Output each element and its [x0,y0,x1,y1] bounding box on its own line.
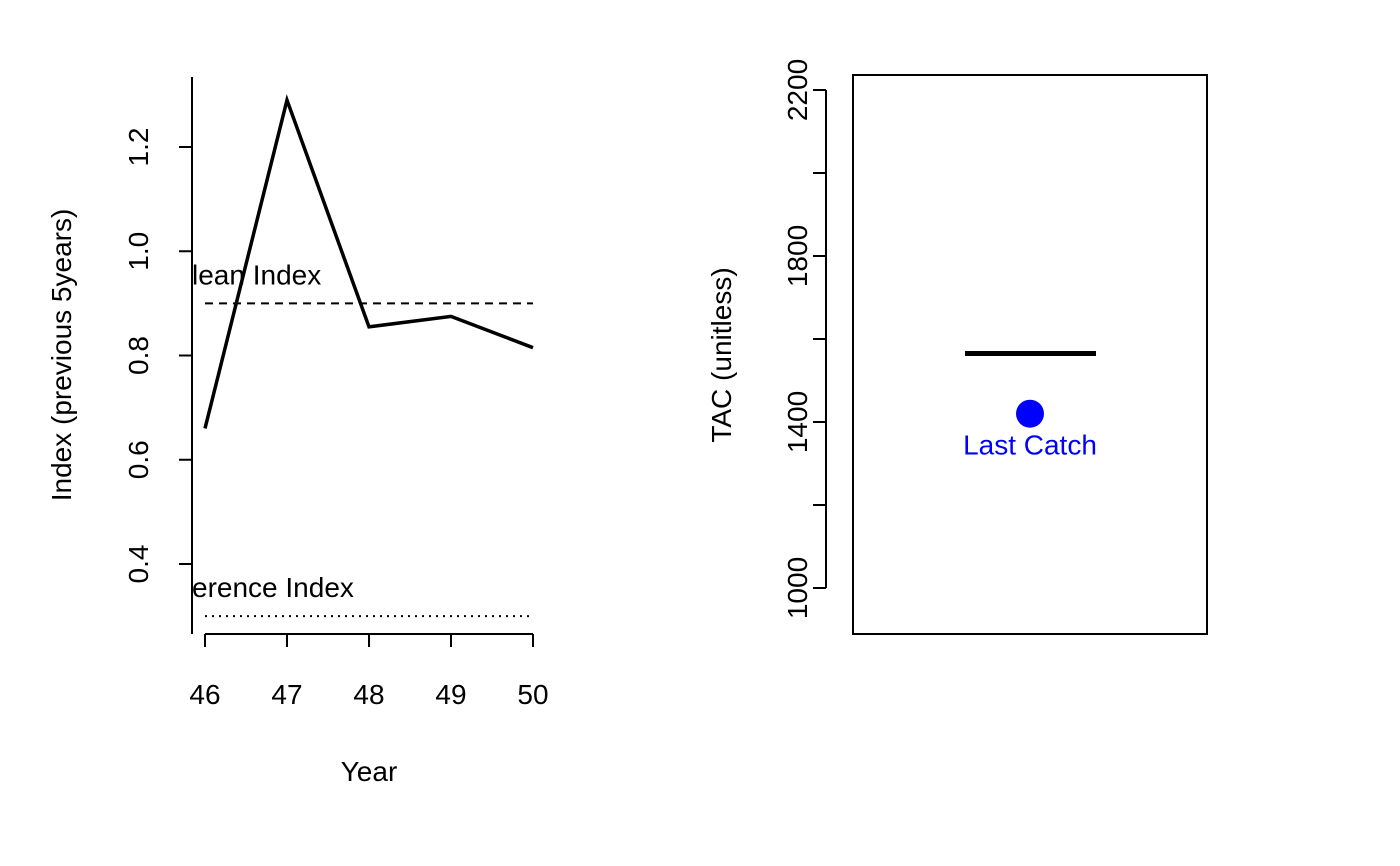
index-y-tick-label: 0.8 [123,336,154,375]
tac-y-tick-label: 1400 [782,391,813,453]
tac-y-tick-label: 2200 [782,59,813,121]
index-y-tick-label: 0.4 [123,545,154,584]
index-y-tick-label: 0.6 [123,440,154,479]
index-panel: 46 47 48 49 50 0.4 0.6 0.8 1.0 1.2 lean Index er… [46,77,549,787]
index-y-tick-label: 1.0 [123,232,154,271]
tac-y-axis-label: TAC (unitless) [706,267,737,442]
tac-plot-box [852,74,1208,635]
index-x-tick-label: 46 [189,679,220,710]
index-y-axis-label: Index (previous 5years) [46,209,77,502]
index-y-tick-label: 1.2 [123,128,154,167]
reference-index-label: erence Index [192,572,354,603]
index-x-tick-label: 49 [435,679,466,710]
tac-y-tick-label: 1000 [782,557,813,619]
index-series-line [203,94,534,429]
index-x-tick-label: 48 [353,679,384,710]
last-catch-label: Last Catch [963,430,1097,461]
last-catch-point [1016,399,1044,428]
tac-panel: 1000 1400 1800 2200 Last Catch TAC (unitles… [706,59,1208,635]
mean-index-label: lean Index [192,259,321,290]
index-x-axis-label: Year [341,756,398,787]
index-x-tick-label: 50 [517,679,548,710]
tac-y-tick-label: 1800 [782,225,813,287]
index-x-tick-label: 47 [271,679,302,710]
